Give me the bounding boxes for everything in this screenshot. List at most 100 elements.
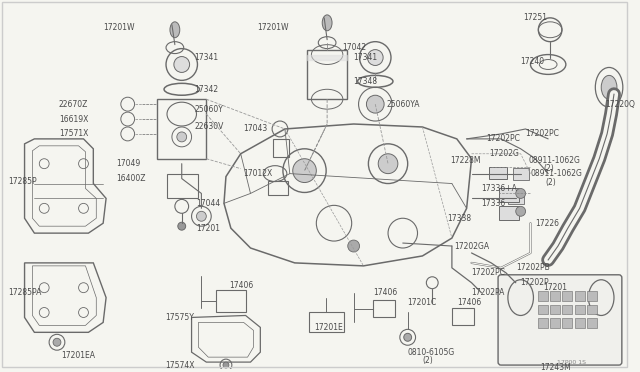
Text: 08911-1062G: 08911-1062G	[531, 169, 582, 178]
Bar	[538, 305, 548, 314]
Circle shape	[223, 362, 229, 368]
Bar	[575, 305, 584, 314]
Text: 17226: 17226	[536, 219, 559, 228]
Text: 17201E: 17201E	[314, 323, 343, 332]
Text: 17285P: 17285P	[8, 177, 36, 186]
Circle shape	[53, 338, 61, 346]
Text: 17571X: 17571X	[59, 129, 88, 138]
Bar	[562, 291, 572, 301]
Text: 08911-1062G: 08911-1062G	[529, 156, 580, 165]
Bar	[373, 299, 395, 317]
Text: 17336+A: 17336+A	[481, 184, 517, 193]
Text: 17406: 17406	[229, 281, 253, 290]
Bar	[268, 180, 288, 195]
Text: (2): (2)	[543, 164, 554, 173]
Text: 17201W: 17201W	[257, 23, 289, 32]
Text: 17285PA: 17285PA	[8, 288, 41, 297]
Bar	[489, 167, 507, 179]
Circle shape	[196, 211, 206, 221]
Text: 17574X: 17574X	[165, 360, 195, 369]
Text: 22630V: 22630V	[195, 122, 224, 131]
Circle shape	[516, 206, 525, 216]
Bar	[562, 318, 572, 328]
Circle shape	[174, 57, 189, 73]
Bar	[575, 318, 584, 328]
Text: 17338: 17338	[447, 214, 471, 223]
Text: 16619X: 16619X	[59, 115, 88, 124]
Bar	[550, 318, 560, 328]
Text: .17P00 1S: .17P00 1S	[555, 360, 586, 365]
Ellipse shape	[170, 22, 180, 38]
Text: 17202GA: 17202GA	[454, 241, 489, 250]
Circle shape	[177, 132, 187, 142]
Circle shape	[516, 189, 525, 198]
Text: 17201: 17201	[543, 283, 567, 292]
Text: 17201C: 17201C	[408, 298, 437, 307]
Bar	[538, 291, 548, 301]
Text: 17336: 17336	[481, 199, 506, 208]
Text: 17406: 17406	[457, 298, 481, 307]
Text: 17201EA: 17201EA	[61, 351, 95, 360]
Circle shape	[348, 240, 360, 252]
Bar	[452, 308, 474, 326]
Text: 17202PA: 17202PA	[472, 288, 505, 297]
Bar	[167, 174, 198, 198]
Text: 17342: 17342	[195, 85, 219, 94]
Bar	[562, 305, 572, 314]
Text: 22670Z: 22670Z	[59, 100, 88, 109]
Text: (2): (2)	[545, 178, 556, 187]
Bar	[575, 291, 584, 301]
Circle shape	[292, 159, 316, 183]
Bar	[588, 291, 597, 301]
Bar	[550, 305, 560, 314]
Bar	[310, 312, 344, 332]
Text: 17201: 17201	[196, 224, 220, 232]
Bar	[499, 189, 518, 202]
Bar	[499, 206, 518, 220]
Text: 17220Q: 17220Q	[605, 100, 635, 109]
Bar	[550, 291, 560, 301]
Text: 17049: 17049	[116, 159, 140, 168]
Bar	[538, 318, 548, 328]
Text: 17251: 17251	[524, 13, 548, 22]
Bar	[513, 168, 529, 180]
Bar	[216, 290, 246, 311]
Bar	[157, 99, 206, 159]
Bar	[588, 305, 597, 314]
Text: 17012X: 17012X	[244, 169, 273, 178]
Text: 17240: 17240	[521, 57, 545, 66]
Circle shape	[378, 154, 398, 174]
Text: (2): (2)	[422, 356, 433, 365]
Text: 17044: 17044	[196, 199, 221, 208]
Text: 17202PC: 17202PC	[525, 129, 559, 138]
Text: 17341: 17341	[354, 53, 378, 62]
FancyBboxPatch shape	[498, 275, 622, 365]
Text: 16400Z: 16400Z	[116, 174, 145, 183]
Text: 25060YA: 25060YA	[386, 100, 420, 109]
Circle shape	[404, 333, 412, 341]
Circle shape	[367, 95, 384, 113]
Text: 17202PC: 17202PC	[472, 268, 506, 277]
Text: 17042: 17042	[342, 43, 366, 52]
Text: 17202P: 17202P	[521, 278, 549, 287]
Text: 17348: 17348	[354, 77, 378, 86]
Text: 17202PB: 17202PB	[516, 263, 550, 272]
Text: 17202PC: 17202PC	[486, 134, 520, 143]
Text: 17043: 17043	[244, 125, 268, 134]
Ellipse shape	[601, 76, 617, 99]
Text: 17406: 17406	[373, 288, 397, 297]
Text: 17575Y: 17575Y	[165, 313, 194, 322]
Text: 17228M: 17228M	[450, 156, 481, 165]
Text: 17201W: 17201W	[103, 23, 134, 32]
Bar	[307, 49, 347, 99]
Text: 17202G: 17202G	[489, 149, 519, 158]
Ellipse shape	[322, 15, 332, 31]
Bar	[588, 318, 597, 328]
Circle shape	[367, 49, 383, 65]
Circle shape	[178, 222, 186, 230]
Text: 17341: 17341	[195, 53, 219, 62]
Bar	[273, 139, 289, 157]
Bar	[508, 192, 524, 204]
Text: 17243M: 17243M	[540, 363, 571, 372]
Text: 25060Y: 25060Y	[195, 105, 223, 113]
